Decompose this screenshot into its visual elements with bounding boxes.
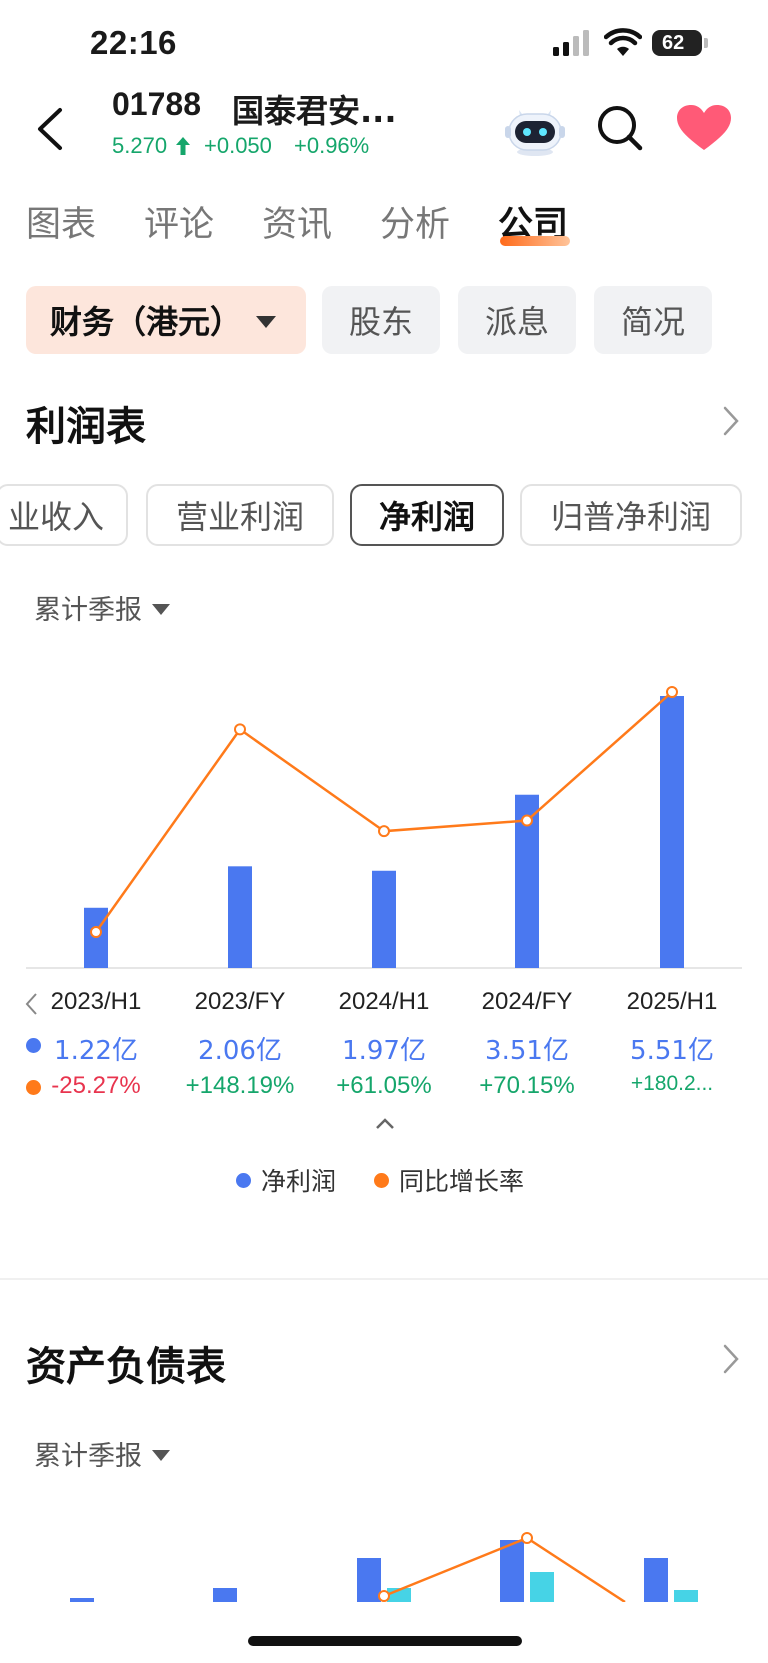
metric-operating-profit[interactable]: 营业利润 [146, 484, 334, 546]
balance-sheet-chart-preview [70, 1532, 698, 1602]
tab-comments[interactable]: 评论 [144, 205, 215, 245]
subtab-financials[interactable]: 财务（港元） [26, 286, 306, 354]
x-tick-label: 2024/FY [481, 988, 573, 1015]
net-profit-value-label: 5.51亿 [630, 1036, 714, 1066]
stock-change-pct: +0.96% [294, 133, 370, 158]
dropdown-caret-icon [152, 604, 170, 615]
net-profit-bar[interactable] [228, 866, 252, 968]
collapse-chevron-icon[interactable] [374, 1116, 396, 1130]
legend-net-profit-label: 净利润 [261, 1167, 337, 1196]
balance-bar [674, 1590, 698, 1602]
balance-period-selector[interactable]: 累计季报 [34, 1434, 170, 1473]
favorite-heart-icon[interactable] [676, 104, 732, 152]
metric-net-profit[interactable]: 净利润 [350, 484, 504, 546]
legend-yoy-growth: 同比增长率 [374, 1162, 524, 1198]
net-profit-value-label: 1.22亿 [54, 1036, 138, 1066]
balance-sheet-title: 资产负债表 [26, 1344, 226, 1390]
yoy-growth-point[interactable] [378, 825, 390, 838]
search-icon[interactable] [596, 104, 644, 152]
yoy-growth-point[interactable] [666, 686, 678, 698]
metric-attributable-net-profit[interactable]: 归普净利润 [520, 484, 742, 546]
x-tick-label: 2024/H1 [338, 988, 430, 1015]
x-tick-label: 2023/FY [194, 988, 286, 1015]
arrow-up-icon [176, 137, 190, 155]
chevron-left-icon[interactable] [24, 992, 38, 1016]
legend-dot-blue [236, 1172, 251, 1188]
subtab-shareholders[interactable]: 股东 [322, 286, 440, 354]
balance-bar [530, 1572, 554, 1602]
back-icon[interactable] [26, 104, 76, 154]
chevron-right-icon[interactable] [720, 1342, 742, 1376]
tab-chart[interactable]: 图表 [26, 205, 97, 245]
stock-name: 国泰君安... [232, 92, 397, 130]
legend-dot-orange [374, 1172, 389, 1188]
tab-analysis[interactable]: 分析 [380, 205, 451, 245]
income-statement-title: 利润表 [26, 404, 146, 450]
wifi-icon [604, 28, 642, 56]
period-selector[interactable]: 累计季报 [34, 588, 170, 627]
yoy-growth-value-label: +180.2... [630, 1072, 714, 1095]
home-indicator [248, 1636, 522, 1646]
battery-cap [704, 38, 708, 48]
balance-bar [213, 1588, 237, 1602]
x-tick-label: 2025/H1 [626, 988, 718, 1015]
stock-code: 01788 [112, 86, 201, 122]
yoy-growth-point[interactable] [521, 814, 533, 827]
yoy-growth-value-label: +61.05% [336, 1072, 432, 1099]
balance-bar [500, 1540, 524, 1602]
balance-bar [644, 1558, 668, 1602]
net-profit-bar[interactable] [372, 870, 396, 968]
balance-period-label: 累计季报 [34, 1441, 142, 1472]
balance-point [378, 1590, 390, 1602]
net-profit-value-label: 1.97亿 [342, 1036, 426, 1066]
legend-net-profit: 净利润 [236, 1162, 336, 1198]
x-tick-label: 2023/H1 [50, 988, 142, 1015]
balance-bar [357, 1558, 381, 1602]
yoy-growth-value-label: -25.27% [51, 1072, 141, 1099]
signal-icon [553, 30, 589, 56]
tab-news[interactable]: 资讯 [262, 205, 333, 245]
net-profit-value-label: 2.06亿 [198, 1036, 282, 1066]
dropdown-caret-icon [152, 1450, 170, 1461]
subtab-dividends[interactable]: 派息 [458, 286, 576, 354]
yoy-growth-row-marker [26, 1080, 41, 1095]
yoy-growth-point[interactable] [234, 723, 246, 736]
legend-yoy-growth-label: 同比增长率 [399, 1167, 525, 1196]
period-selector-label: 累计季报 [34, 595, 142, 626]
chevron-right-icon[interactable] [720, 404, 742, 438]
yoy-growth-value-label: +70.15% [479, 1072, 575, 1099]
robot-assistant-icon[interactable] [505, 100, 565, 158]
status-time: 22:16 [90, 24, 177, 61]
balance-point [521, 1532, 533, 1544]
battery-icon: 62 [652, 30, 702, 56]
subtab-financials-label: 财务（港元） [50, 303, 243, 341]
net-profit-row-marker [26, 1038, 41, 1053]
net-profit-chart [26, 686, 742, 969]
dropdown-caret-icon [256, 316, 277, 328]
yoy-growth-point[interactable] [90, 926, 102, 938]
balance-bar [70, 1598, 94, 1602]
section-divider [0, 1278, 768, 1280]
active-tab-indicator [500, 236, 570, 246]
metric-revenue[interactable]: 业收入 [0, 484, 128, 546]
subtab-profile[interactable]: 简况 [594, 286, 712, 354]
net-profit-value-label: 3.51亿 [485, 1036, 569, 1066]
net-profit-bar[interactable] [660, 696, 684, 968]
stock-change: +0.050 [204, 133, 272, 158]
yoy-growth-value-label: +148.19% [185, 1072, 295, 1099]
stock-price: 5.270 [112, 133, 168, 158]
